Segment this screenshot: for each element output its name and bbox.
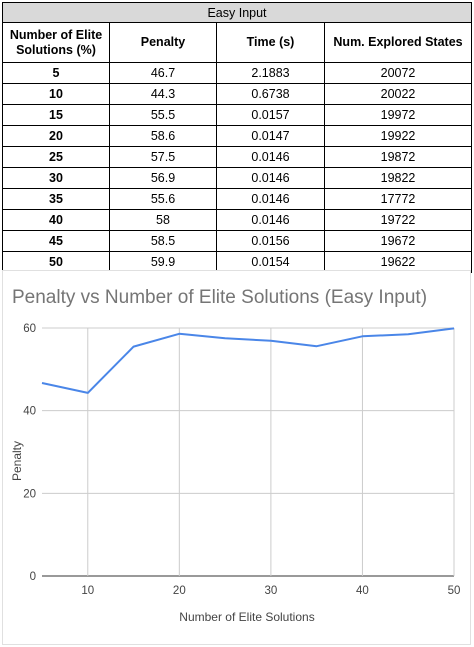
header-penalty: Penalty [109, 22, 217, 63]
cell-penalty: 58.5 [109, 230, 217, 252]
cell-states: 19822 [323, 167, 473, 189]
cell-elite: 35 [2, 188, 110, 210]
cell-elite: 10 [2, 83, 110, 105]
cell-penalty: 56.9 [109, 167, 217, 189]
table-row: 35 55.6 0.0146 17772 [2, 188, 473, 210]
table-caption: Easy Input [1, 2, 473, 23]
table-row: 25 57.5 0.0146 19872 [2, 146, 473, 168]
cell-penalty: 58 [109, 209, 217, 231]
cell-states: 19872 [323, 146, 473, 168]
data-table-container: Easy Input Number of Elite Solutions (%)… [1, 2, 473, 273]
cell-states: 19972 [323, 104, 473, 126]
cell-penalty: 55.6 [109, 188, 217, 210]
table-header-row: Number of Elite Solutions (%) Penalty Ti… [2, 22, 473, 63]
y-axis-ticks: 0 20 40 60 [23, 323, 36, 583]
cell-penalty: 58.6 [109, 125, 217, 147]
cell-time: 0.0157 [216, 104, 325, 126]
cell-penalty: 57.5 [109, 146, 217, 168]
x-tick-label: 10 [81, 585, 94, 597]
penalty-series-line [41, 327, 455, 394]
cell-elite: 20 [2, 125, 110, 147]
x-tick-label: 50 [448, 585, 461, 597]
table-row: 20 58.6 0.0147 19922 [2, 125, 473, 147]
table-row: 45 58.5 0.0156 19672 [2, 230, 473, 252]
x-tick-label: 20 [173, 585, 186, 597]
chart-panel: Penalty vs Number of Elite Solutions (Ea… [2, 270, 471, 645]
header-time: Time (s) [216, 22, 325, 63]
cell-time: 0.0146 [216, 146, 325, 168]
cell-elite: 40 [2, 209, 110, 231]
cell-penalty: 44.3 [109, 83, 217, 105]
y-tick-label: 20 [23, 488, 36, 500]
table-row: 10 44.3 0.6738 20022 [2, 83, 473, 105]
cell-elite: 30 [2, 167, 110, 189]
header-elite-solutions: Number of Elite Solutions (%) [2, 22, 110, 63]
cell-time: 0.0156 [216, 230, 325, 252]
cell-elite: 15 [2, 104, 110, 126]
cell-time: 0.0146 [216, 167, 325, 189]
x-axis-ticks: 10 20 30 40 50 [81, 585, 460, 597]
chart-series [41, 327, 455, 394]
cell-states: 19722 [323, 209, 473, 231]
header-explored-states: Num. Explored States [323, 22, 473, 63]
table-row: 40 58 0.0146 19722 [2, 209, 473, 231]
x-tick-label: 40 [356, 585, 369, 597]
y-tick-label: 60 [23, 323, 36, 335]
cell-states: 20072 [323, 62, 473, 84]
cell-time: 2.1883 [216, 62, 325, 84]
chart-grid [42, 327, 455, 577]
chart-title: Penalty vs Number of Elite Solutions (Ea… [12, 287, 427, 308]
results-table: Easy Input Number of Elite Solutions (%)… [1, 2, 473, 273]
table-row: 15 55.5 0.0157 19972 [2, 104, 473, 126]
cell-states: 19922 [323, 125, 473, 147]
table-row: 30 56.9 0.0146 19822 [2, 167, 473, 189]
cell-elite: 45 [2, 230, 110, 252]
cell-penalty: 55.5 [109, 104, 217, 126]
cell-time: 0.0147 [216, 125, 325, 147]
y-tick-label: 40 [23, 406, 36, 418]
line-chart: Penalty vs Number of Elite Solutions (Ea… [10, 287, 460, 624]
y-tick-label: 0 [30, 571, 36, 583]
cell-elite: 25 [2, 146, 110, 168]
x-tick-label: 30 [264, 585, 277, 597]
cell-time: 0.0146 [216, 209, 325, 231]
x-axis-label: Number of Elite Solutions [179, 610, 314, 624]
cell-states: 20022 [323, 83, 473, 105]
cell-time: 0.6738 [216, 83, 325, 105]
cell-states: 19672 [323, 230, 473, 252]
y-axis-label: Penalty [10, 441, 24, 481]
cell-states: 17772 [323, 188, 473, 210]
cell-penalty: 46.7 [109, 62, 217, 84]
cell-time: 0.0146 [216, 188, 325, 210]
table-row: 5 46.7 2.1883 20072 [2, 62, 473, 84]
cell-elite: 5 [2, 62, 110, 84]
